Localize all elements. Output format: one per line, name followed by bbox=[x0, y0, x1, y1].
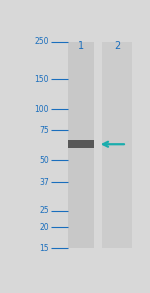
Text: 15: 15 bbox=[39, 244, 49, 253]
Bar bbox=[68, 42, 94, 248]
Text: 20: 20 bbox=[39, 223, 49, 232]
Bar bbox=[102, 42, 132, 248]
Text: 2: 2 bbox=[114, 41, 120, 51]
Bar bbox=[68, 140, 94, 148]
Text: 50: 50 bbox=[39, 156, 49, 164]
Text: 100: 100 bbox=[34, 105, 49, 114]
Text: 150: 150 bbox=[34, 75, 49, 84]
Text: 25: 25 bbox=[39, 206, 49, 215]
Text: 75: 75 bbox=[39, 126, 49, 135]
Text: 37: 37 bbox=[39, 178, 49, 187]
Text: 250: 250 bbox=[34, 38, 49, 46]
Text: 1: 1 bbox=[78, 41, 84, 51]
